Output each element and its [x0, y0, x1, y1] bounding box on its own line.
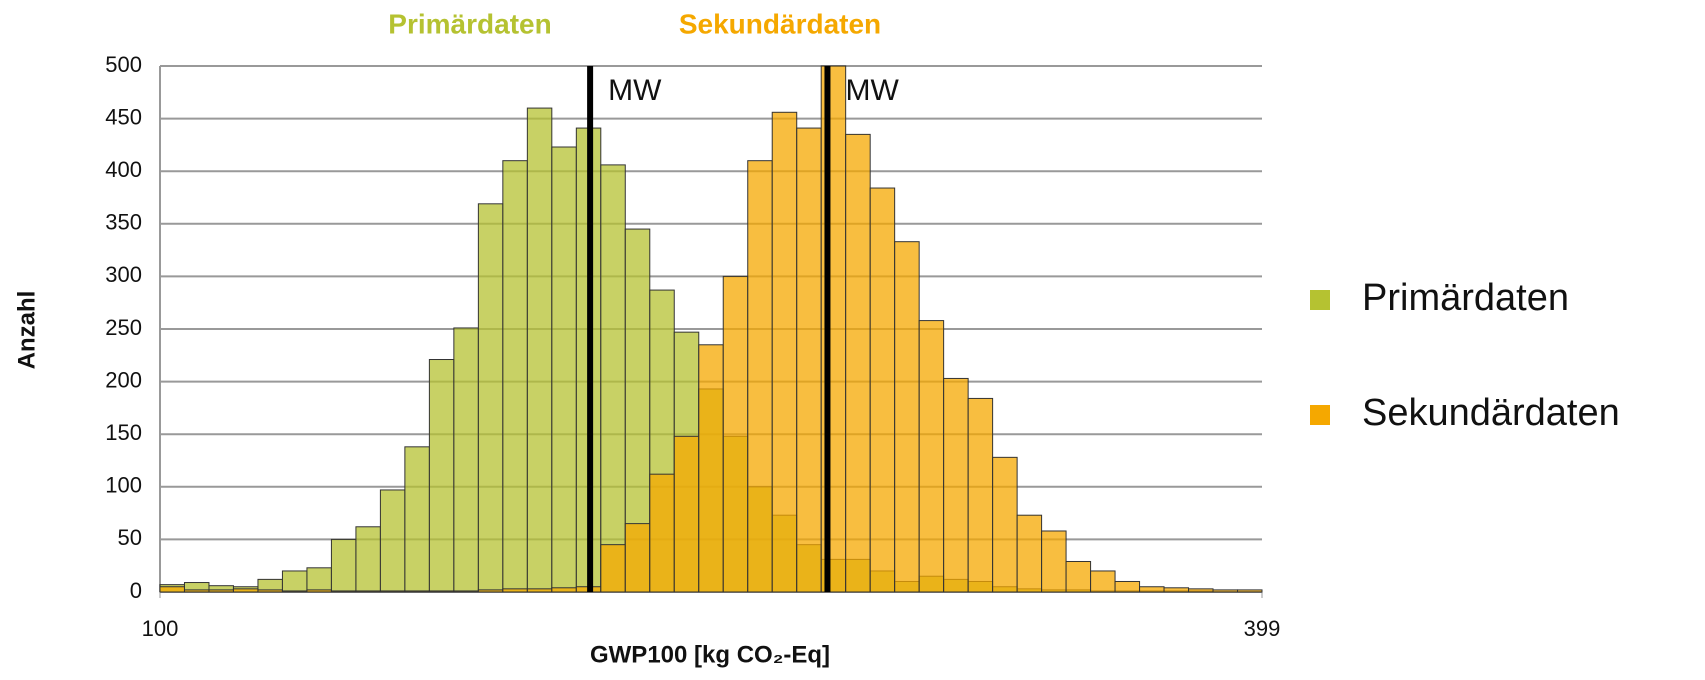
histogram-bar: [502, 160, 528, 593]
histogram-bar: [355, 590, 381, 593]
histogram-bar: [1041, 530, 1067, 593]
histogram-bar: [1090, 570, 1116, 593]
histogram-bar: [159, 586, 185, 593]
histogram-bar: [992, 456, 1018, 593]
y-tick-label: 300: [105, 262, 142, 287]
histogram-bar: [673, 435, 700, 593]
histogram-bar: [404, 446, 430, 593]
histogram-bar: [404, 590, 430, 593]
histogram-bar: [1139, 586, 1165, 593]
histogram-bar: [600, 164, 626, 593]
histogram-bar: [943, 377, 969, 593]
histogram-bar: [918, 320, 945, 593]
histogram-bar: [869, 187, 896, 593]
histogram-bar: [1237, 589, 1263, 593]
histogram-bar: [379, 590, 406, 593]
y-tick-label: 200: [105, 367, 142, 392]
histogram-bar: [967, 397, 994, 593]
histogram-bar: [1016, 514, 1043, 593]
histogram-bar: [551, 146, 577, 593]
histogram-bar: [649, 473, 675, 593]
y-tick-label: 150: [105, 420, 142, 445]
histogram-bar: [379, 489, 406, 593]
histogram-bar: [722, 275, 749, 593]
y-tick-label: 100: [105, 473, 142, 498]
histogram-bar: [1188, 588, 1214, 593]
y-axis-label: Anzahl: [13, 291, 40, 370]
histogram-bar: [306, 589, 332, 593]
histogram-bar: [330, 538, 357, 593]
histogram-bar: [281, 570, 308, 593]
histogram-bar: [894, 241, 920, 593]
mean-label: MW: [845, 74, 899, 107]
histogram-bar: [502, 588, 528, 593]
x-tick-label: 399: [1244, 616, 1281, 641]
histogram-bar: [698, 344, 724, 593]
y-tick-label: 350: [105, 210, 142, 235]
histogram-bar: [208, 589, 234, 593]
y-tick-label: 450: [105, 104, 142, 129]
histogram-bar: [281, 590, 308, 593]
histogram-bar: [747, 160, 773, 593]
histogram-bar: [183, 589, 210, 593]
histogram-bar: [232, 588, 259, 593]
histogram-bar: [330, 590, 357, 593]
histogram-bar: [600, 544, 626, 593]
histogram-bar: [428, 359, 455, 593]
histogram-bar: [477, 589, 504, 593]
y-tick-label: 0: [130, 578, 142, 603]
histogram-bar: [796, 127, 822, 593]
histogram-bar: [1065, 560, 1092, 593]
x-axis-label: GWP100 [kg CO₂-Eq]: [590, 641, 830, 668]
histogram-bar: [428, 590, 455, 593]
y-tick-label: 50: [118, 525, 142, 550]
series-title: Primärdaten: [388, 8, 551, 39]
histogram-bar: [1163, 587, 1190, 593]
histogram-bar: [453, 327, 479, 593]
histogram-bar: [526, 107, 553, 593]
series-title: Sekundärdaten: [679, 8, 881, 39]
x-tick-label: 100: [142, 616, 179, 641]
legend-label: Primärdaten: [1362, 277, 1569, 319]
histogram-bar: [257, 589, 283, 593]
histogram-bar: [624, 523, 651, 593]
histogram-bar: [1114, 580, 1141, 593]
legend-swatch: [1310, 290, 1330, 310]
legend-swatch: [1310, 405, 1330, 425]
y-tick-label: 400: [105, 157, 142, 182]
histogram-bar: [1212, 589, 1239, 593]
histogram-bar: [306, 567, 332, 593]
y-tick-label: 500: [105, 52, 142, 77]
histogram-bar: [453, 590, 479, 593]
histogram-bar: [355, 526, 381, 593]
y-tick-label: 250: [105, 315, 142, 340]
histogram-bar: [845, 133, 871, 593]
histogram-bar: [771, 111, 798, 593]
histogram-bar: [551, 587, 577, 593]
histogram-bar: [526, 588, 553, 593]
histogram-bar: [477, 203, 504, 593]
mean-label: MW: [608, 74, 662, 107]
legend-label: Sekundärdaten: [1362, 392, 1620, 434]
